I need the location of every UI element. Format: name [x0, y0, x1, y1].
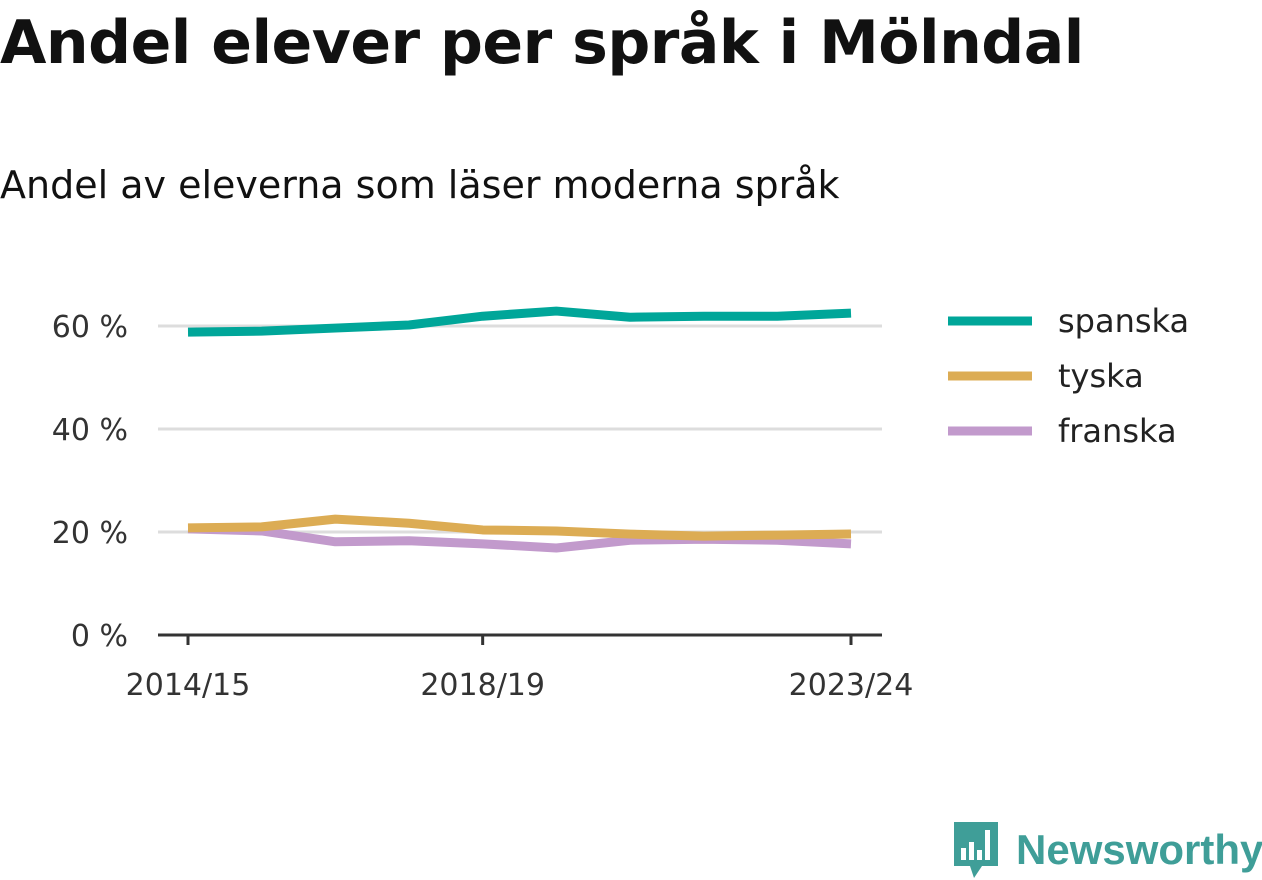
chart-subtitle: Andel av eleverna som läser moderna språ…	[0, 163, 840, 207]
legend-label-spanska: spanska	[1058, 302, 1189, 340]
legend-label-tyska: tyska	[1058, 357, 1144, 395]
series-line-spanska	[187, 306, 852, 337]
series-line-tyska	[187, 514, 852, 541]
y-tick-label: 0 %	[71, 619, 128, 654]
y-tick-label: 20 %	[52, 516, 128, 551]
x-tick-label: 2014/15	[126, 668, 251, 703]
x-tick-label: 2018/19	[420, 668, 545, 703]
newsworthy-logo: Newsworthy	[952, 820, 1262, 880]
x-tick-label: 2023/24	[789, 668, 914, 703]
y-tick-label: 60 %	[52, 310, 128, 345]
y-tick-label: 40 %	[52, 413, 128, 448]
legend-label-franska: franska	[1058, 412, 1177, 450]
chart-title: Andel elever per språk i Mölndal	[0, 8, 1084, 78]
logo-icon	[954, 822, 998, 878]
logo-text: Newsworthy	[1016, 826, 1262, 873]
